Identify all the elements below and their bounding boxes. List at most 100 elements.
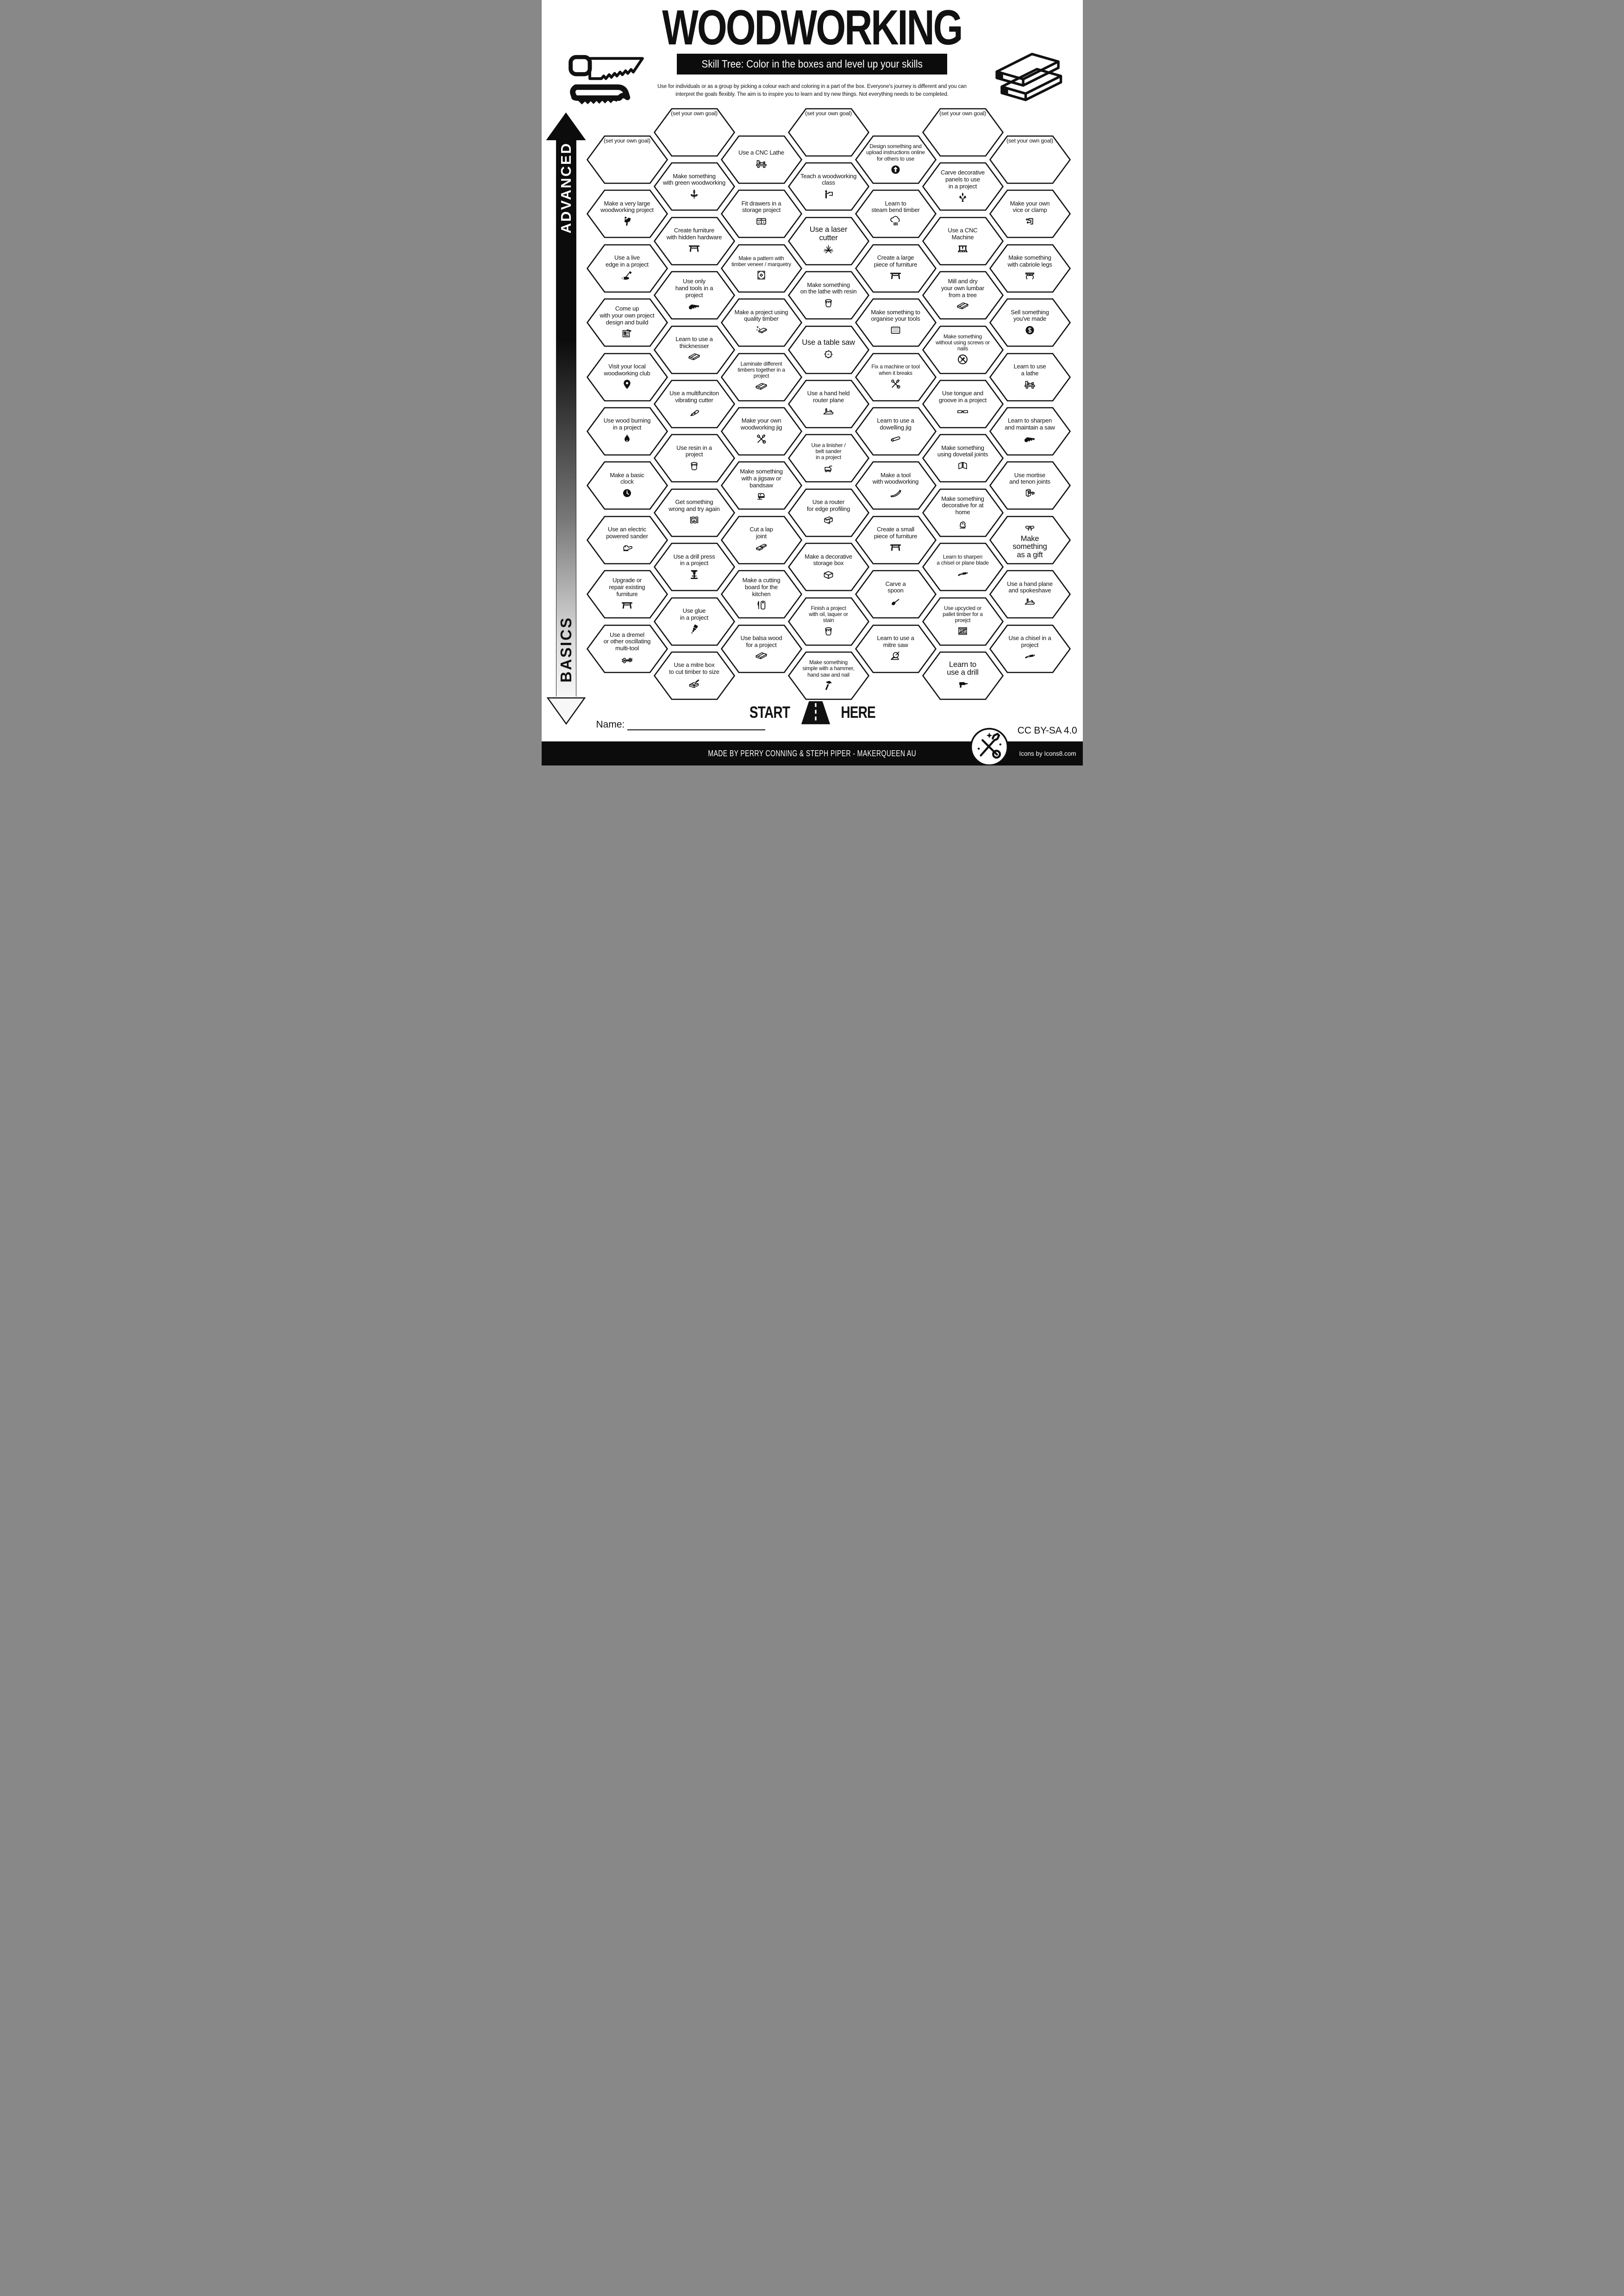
sawblade-icon [821, 348, 836, 361]
hex-label: Finish a project with oil, laquer or sta… [809, 605, 848, 624]
mitrebox-icon [687, 677, 701, 690]
hexagon-outline [720, 461, 802, 510]
hex-cell: Use a dremel or other oscillating multi-… [586, 624, 668, 673]
hexagon-outline [586, 624, 668, 673]
hex-cell: Create a small piece of furniture [855, 516, 937, 565]
hexagon-outline [720, 516, 802, 565]
icons-credit: Icons by Icons8.com [1019, 750, 1076, 757]
hex-cell: Make something with cabriole legs [989, 244, 1071, 293]
hex-cell: Use a live edge in a project [586, 244, 668, 293]
pallet-icon [956, 625, 970, 637]
hexagon-outline [720, 135, 802, 184]
planks-icon [687, 351, 701, 363]
hex-label: Use mortise and tenon joints [1009, 471, 1050, 485]
hex-cell: Use a chisel in a project [989, 624, 1071, 673]
makerqueen-logo [969, 727, 1010, 765]
hexagon-outline [855, 461, 937, 510]
hexagon-outline [653, 651, 735, 700]
hexagon-outline [989, 244, 1071, 293]
hex-label: Use a CNC Lathe [738, 149, 784, 156]
hex-label: Learn to use a lathe [1013, 362, 1046, 377]
hex-cell: Make something as a gift [989, 516, 1071, 565]
dollar-icon [1023, 324, 1037, 336]
hex-cell: Make a cutting board for the kitchen [720, 570, 802, 619]
dovetail-icon [956, 460, 970, 472]
glue-icon [687, 622, 701, 635]
table-icon [687, 242, 701, 255]
hex-label: Upgrade or repair existing furniture [609, 577, 645, 597]
hex-label: Cut a lap joint [750, 526, 773, 540]
hex-label: Make your own woodworking jig [740, 417, 782, 431]
cuttingboard-icon [754, 599, 768, 611]
hexagon-outline [989, 407, 1071, 456]
hex-label: Make something on the lathe with resin [800, 281, 857, 295]
hexagon-outline [855, 570, 937, 619]
hex-cell: Make something with green woodworking [653, 162, 735, 211]
hexagon-outline [653, 380, 735, 429]
laser-icon [821, 243, 836, 256]
quality-icon [754, 324, 768, 336]
hex-cell: Use a CNC Lathe [720, 135, 802, 184]
chisel-icon [1023, 650, 1037, 662]
hex-cell: Make a very large woodworking project [586, 189, 668, 238]
hex-cell: Get something wrong and try again [653, 488, 735, 537]
hex-cell: Make something to organise your tools [855, 298, 937, 347]
blueprint-icon [620, 327, 634, 340]
hex-label: Use a drill press in a project [673, 553, 715, 567]
cnc-icon [956, 242, 970, 255]
bucket-icon [821, 625, 836, 637]
hex-label: Learn to steam bend timber [871, 199, 920, 214]
hex-cell: Use a linisher / belt sander in a projec… [787, 434, 869, 483]
hex-cell: Use balsa wood for a project [720, 624, 802, 673]
lathe-icon [754, 157, 768, 170]
woodworking-skill-tree-poster: WOODWORKING Skill Tree: Color in the box… [541, 0, 1083, 765]
hex-cell: Upgrade or repair existing furniture [586, 570, 668, 619]
hex-cell: Make your own vice or clamp [989, 189, 1071, 238]
hexagon-outline [989, 353, 1071, 401]
hexagon-outline [653, 542, 735, 591]
hex-label: Make a tool with woodworking [872, 471, 919, 485]
hexagon-outline [586, 461, 668, 510]
upload-icon [888, 163, 903, 176]
hex-cell: Finish a project with oil, laquer or sta… [787, 597, 869, 646]
hexagon-outline [787, 597, 869, 646]
hex-label: (set your own goal) [1006, 137, 1053, 144]
hex-label: Make something with cabriole legs [1007, 254, 1052, 268]
hex-cell: Come up with your own project design and… [586, 298, 668, 347]
hex-cell: Make a decorative storage box [787, 542, 869, 591]
hex-cell: Use a CNC Machine [922, 217, 1004, 266]
hex-label: Use a router for edge profiling [806, 498, 850, 512]
dowel-icon [888, 433, 903, 445]
hex-label: Learn to use a thicknesser [675, 335, 713, 349]
cabinet-icon [754, 215, 768, 228]
hex-label: Learn to use a dowelling jig [877, 417, 914, 431]
hex-label: Make something with a jigsaw or bandsaw [740, 468, 783, 489]
hexagon-outline [922, 597, 1004, 646]
hex-label: Use a hand held router plane [807, 390, 850, 404]
hexagon-outline [787, 108, 869, 157]
hexagon-outline [653, 434, 735, 483]
hex-cell: Make something without using screws or n… [922, 325, 1004, 374]
hex-label: Use wood burning in a project [603, 417, 651, 431]
steam-icon [888, 215, 903, 228]
bucket-icon [687, 460, 701, 472]
sadframe-icon [687, 514, 701, 526]
hex-label: Make something simple with a hammer, han… [802, 660, 855, 678]
hex-cell: Teach a woodworking class [787, 162, 869, 211]
clock-icon [620, 487, 634, 499]
hexagon-outline [720, 570, 802, 619]
hex-label: Laminate different timbers together in a… [737, 361, 785, 380]
box-icon [821, 568, 836, 581]
hex-cell: Create furniture with hidden hardware [653, 217, 735, 266]
hex-label: Make something decorative for at home [941, 495, 984, 516]
hex-cell: Design something and upload instructions… [855, 135, 937, 184]
tools-icon [888, 378, 903, 390]
pegboard-icon [888, 324, 903, 336]
planks-icon [754, 650, 768, 662]
hex-label: Use upcycled or pallet timber for a proe… [943, 605, 983, 624]
hex-label: Mill and dry your own lumbar from a tree [941, 278, 985, 299]
hex-label: Learn to sharpen and maintain a saw [1005, 417, 1055, 431]
marquetry-icon [754, 269, 768, 281]
hex-label: Use a table saw [802, 338, 855, 347]
hexagon-outline [989, 516, 1071, 565]
